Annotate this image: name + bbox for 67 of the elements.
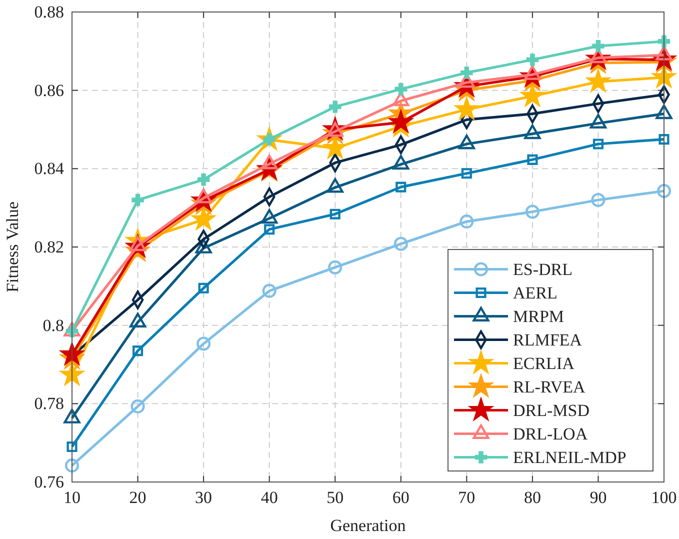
legend-label: ES-DRL bbox=[513, 260, 572, 280]
point bbox=[198, 282, 209, 294]
x-tick-label: 50 bbox=[326, 488, 344, 508]
legend-label: AERL bbox=[513, 284, 558, 303]
point bbox=[392, 154, 410, 170]
x-tick-label: 60 bbox=[392, 488, 410, 508]
point bbox=[132, 346, 144, 356]
y-tick-label: 0.8 bbox=[42, 316, 64, 335]
x-tick-label: 80 bbox=[524, 488, 541, 508]
legend-label: MRPM bbox=[513, 307, 564, 326]
point bbox=[524, 124, 541, 140]
x-tick-label: 10 bbox=[64, 488, 80, 508]
point bbox=[394, 83, 407, 96]
point bbox=[592, 138, 604, 150]
point bbox=[197, 174, 210, 186]
point bbox=[64, 458, 80, 473]
legend-label: ERLNEIL-MDP bbox=[513, 448, 626, 468]
y-tick-label: 0.76 bbox=[34, 472, 64, 492]
point bbox=[460, 214, 474, 229]
y-tick-label: 0.82 bbox=[34, 237, 64, 256]
y-tick-label: 0.86 bbox=[34, 80, 64, 100]
point bbox=[454, 96, 479, 120]
point bbox=[592, 40, 604, 52]
point bbox=[60, 342, 84, 366]
point bbox=[330, 208, 340, 220]
x-tick-label: 90 bbox=[590, 488, 607, 508]
point bbox=[394, 236, 408, 251]
point bbox=[656, 184, 672, 198]
legend-label: RL-RVEA bbox=[513, 378, 586, 397]
y-axis-title: Fitness Value bbox=[3, 202, 22, 292]
x-axis-title: Generation bbox=[330, 516, 406, 535]
x-tick-label: 20 bbox=[129, 488, 146, 508]
x-tick-label: 100 bbox=[651, 488, 677, 508]
point bbox=[458, 134, 475, 150]
point bbox=[527, 154, 538, 165]
legend-label: RLMFEA bbox=[513, 330, 583, 350]
x-tick-label: 30 bbox=[195, 488, 212, 508]
point bbox=[591, 192, 606, 208]
x-tick-label: 40 bbox=[260, 488, 278, 508]
point bbox=[261, 208, 278, 224]
y-tick-label: 0.84 bbox=[34, 159, 64, 178]
x-tick-label: 70 bbox=[458, 488, 476, 508]
legend-label: DRL-LOA bbox=[513, 424, 588, 444]
point bbox=[329, 100, 342, 113]
point bbox=[130, 399, 145, 414]
point bbox=[658, 134, 670, 145]
point bbox=[196, 336, 211, 351]
legend-label: DRL-MSD bbox=[513, 401, 590, 420]
point bbox=[264, 224, 275, 235]
legend-label: ECRLIA bbox=[513, 354, 576, 374]
point bbox=[262, 284, 276, 298]
point bbox=[526, 54, 539, 66]
point bbox=[66, 441, 78, 452]
point bbox=[586, 68, 610, 92]
point bbox=[460, 66, 473, 79]
y-tick-label: 0.88 bbox=[34, 2, 64, 22]
point bbox=[326, 178, 344, 193]
point bbox=[525, 204, 540, 219]
point bbox=[60, 362, 84, 386]
point bbox=[461, 168, 472, 179]
point bbox=[388, 110, 414, 133]
point bbox=[132, 194, 144, 206]
point bbox=[328, 260, 342, 274]
point bbox=[396, 182, 406, 192]
point bbox=[656, 104, 672, 120]
y-tick-label: 0.78 bbox=[34, 394, 64, 414]
point bbox=[590, 114, 607, 128]
